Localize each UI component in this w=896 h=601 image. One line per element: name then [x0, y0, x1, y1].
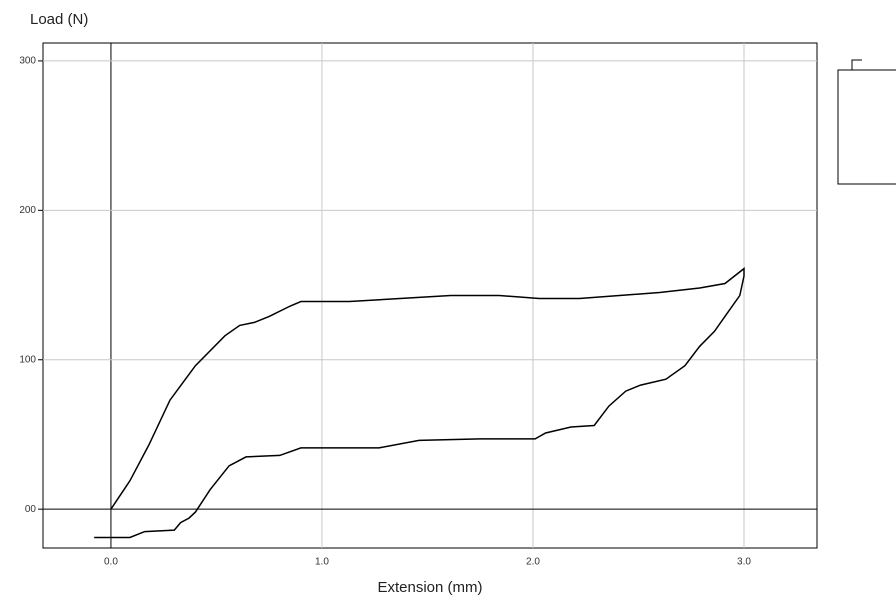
y-tick-label: 200 [19, 205, 36, 216]
x-tick-label: 1.0 [315, 557, 329, 568]
legend-tab [851, 59, 862, 70]
y-tick-label: 300 [19, 56, 36, 67]
y-tick-label: 100 [19, 354, 36, 365]
plot-area [42, 42, 818, 549]
y-axis-title: Load (N) [30, 11, 88, 28]
x-tick-label: 3.0 [737, 557, 751, 568]
x-tick-label: 2.0 [526, 557, 540, 568]
x-tick-label: 0.0 [104, 557, 118, 568]
data-line [94, 267, 745, 539]
legend-box [837, 69, 896, 185]
y-tick-label: 00 [25, 504, 37, 515]
x-axis-title: Extension (mm) [377, 579, 482, 596]
